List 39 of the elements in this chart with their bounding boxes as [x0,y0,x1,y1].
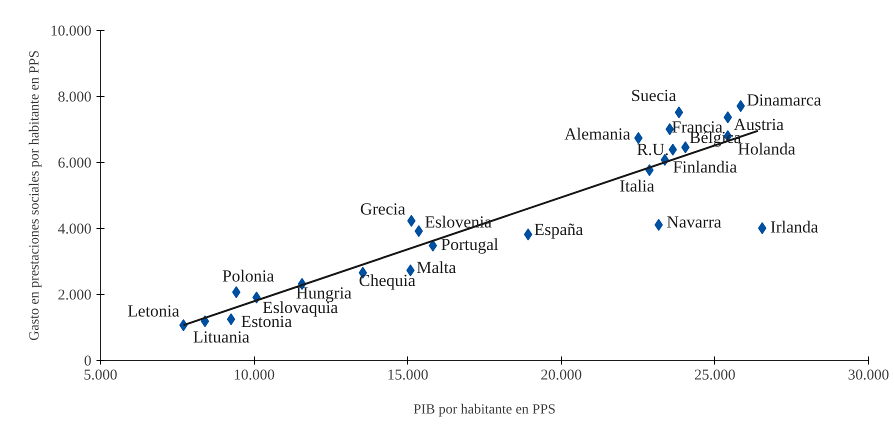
annotation: Dinamarca [746,90,822,110]
annotation: Irlanda [770,218,819,237]
x-tick-label: 5.000 [84,368,118,384]
x-axis-title: PIB por habitante en PPS [413,402,556,418]
y-tick-label: 0 [84,354,92,370]
annotation: Suecia [630,86,677,105]
annotation: Malta [416,258,457,277]
x-tick-label: 15.000 [387,368,428,384]
annotation: Italia [619,176,655,196]
y-tick-label: 2.000 [58,288,92,304]
annotation: Alemania [564,124,631,144]
x-tick-label: 25.000 [694,368,736,384]
annotation: Portugal [440,235,499,254]
annotation: Finlandia [672,157,738,176]
annotation: Lituania [192,328,250,347]
point [524,228,532,240]
y-axis-title: Gasto en prestaciones sociales por habitante en PPS [27,50,42,341]
x-tick-label: 20.000 [540,368,582,384]
x-tick-label: 30.000 [848,368,890,384]
point [407,214,416,227]
y-tick-label: 4.000 [58,222,92,238]
annotation: Austria [734,114,784,134]
point [674,106,684,118]
annotation: Letonia [128,302,180,321]
annotation: España [534,220,584,239]
point [681,141,690,154]
y-tick-label: 8.000 [58,90,92,106]
annotation: Navarra [666,212,722,232]
point [226,313,236,326]
y-tick-label: 6.000 [58,156,92,172]
annotation: R.U. [636,140,669,160]
annotation: Polonia [222,266,275,286]
y-tick-label: 10.000 [50,24,92,40]
annotation: Chequia [358,271,416,290]
x-tick-label: 10.000 [233,368,275,384]
point [634,132,643,144]
annotation: Grecia [360,199,406,218]
annotation: Eslovenia [424,212,492,232]
point [428,240,438,252]
